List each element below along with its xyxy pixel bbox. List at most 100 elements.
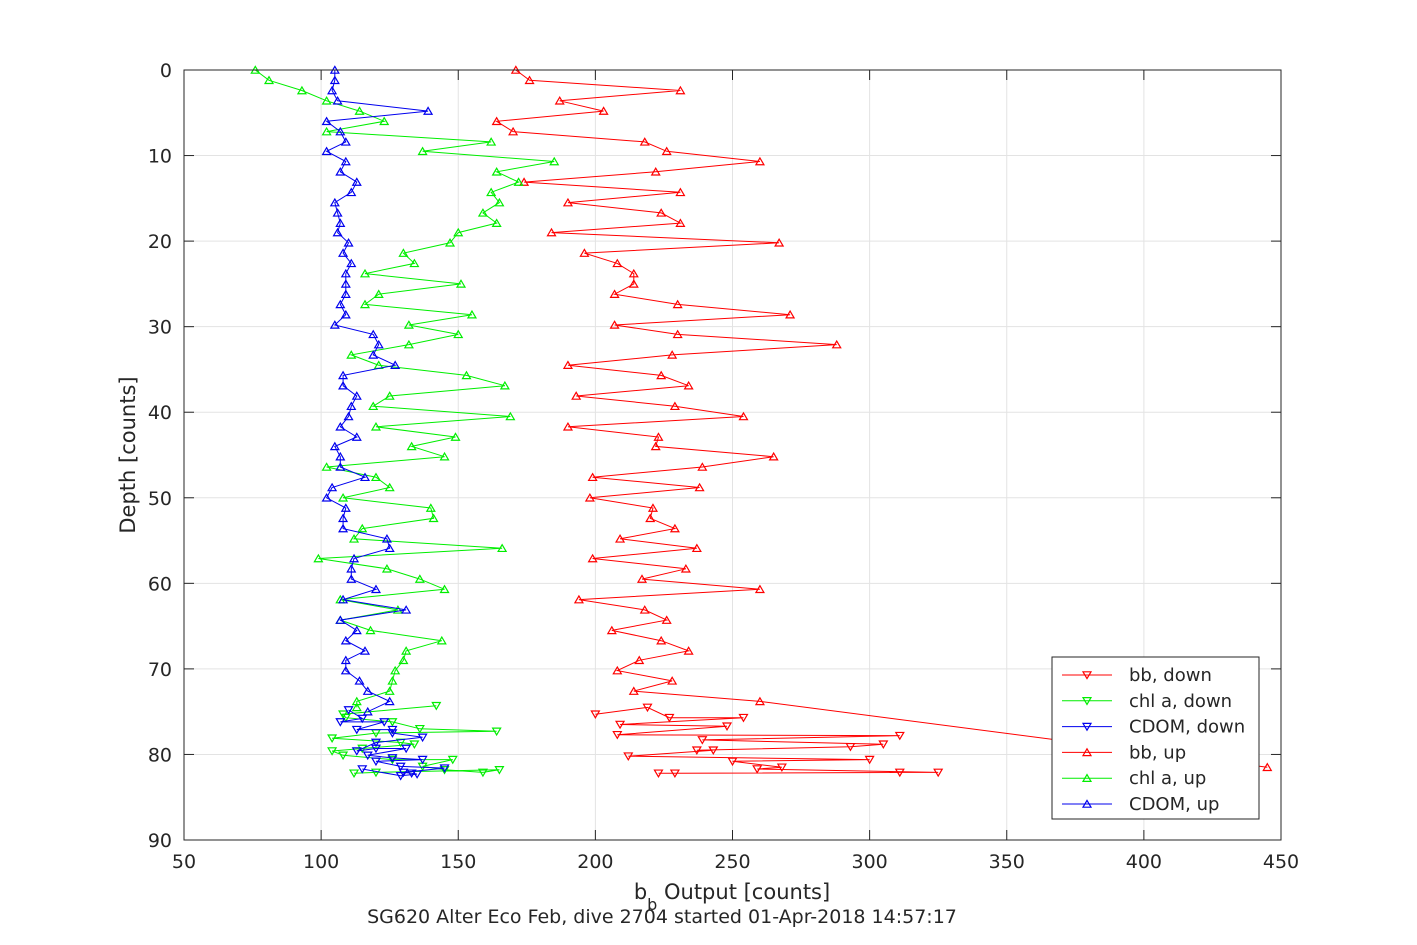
data-point-marker	[321, 146, 332, 156]
data-point-marker	[359, 646, 371, 655]
data-point-marker	[428, 513, 439, 523]
data-point-marker	[477, 768, 488, 778]
data-point-marker	[656, 370, 667, 380]
data-point-marker	[359, 472, 371, 482]
data-point-marker	[425, 503, 436, 512]
data-point-marker	[477, 208, 488, 217]
y-tick-label: 70	[148, 659, 172, 681]
data-point-marker	[343, 411, 354, 421]
data-point-marker	[656, 635, 667, 645]
series-cdom-up	[321, 65, 434, 716]
data-point-marker	[338, 492, 349, 502]
y-tick-label: 50	[148, 488, 172, 510]
data-point-marker	[384, 696, 395, 706]
data-point-marker	[691, 543, 702, 553]
data-point-marker	[379, 116, 390, 126]
x-axis-label: bb Output [counts]	[634, 880, 830, 914]
data-point-marker	[461, 370, 472, 380]
data-point-marker	[351, 432, 362, 441]
data-point-marker	[381, 534, 392, 543]
data-point-marker	[357, 523, 368, 533]
data-point-marker	[395, 772, 406, 781]
data-point-marker	[351, 177, 362, 186]
data-point-marker	[387, 676, 398, 685]
data-point-marker	[639, 605, 650, 614]
data-point-marker	[864, 755, 875, 765]
data-point-marker	[327, 482, 338, 492]
data-point-marker	[494, 197, 505, 207]
data-point-marker	[609, 320, 620, 329]
data-point-marker	[398, 655, 409, 665]
data-point-marker	[327, 734, 338, 743]
data-point-marker	[335, 218, 346, 227]
data-point-marker	[359, 268, 371, 278]
legend-label: CDOM, up	[1129, 794, 1219, 815]
data-point-marker	[697, 462, 708, 471]
data-point-marker	[401, 605, 412, 614]
data-point-marker	[894, 768, 905, 778]
data-point-marker	[831, 339, 842, 349]
data-point-marker	[615, 720, 626, 730]
data-point-marker	[327, 747, 338, 756]
data-point-marker	[894, 731, 905, 741]
legend-item: bb, up	[1062, 742, 1186, 763]
data-point-marker	[738, 411, 749, 421]
data-point-marker	[329, 75, 340, 85]
x-axis-label-main: b	[634, 880, 647, 904]
data-point-marker	[387, 754, 398, 763]
data-point-marker	[571, 391, 582, 400]
data-point-marker	[403, 320, 414, 329]
data-point-marker	[612, 730, 623, 740]
data-point-marker	[384, 543, 395, 553]
data-point-marker	[340, 137, 351, 146]
data-point-marker	[634, 655, 645, 665]
dive-caption: SG620 Alter Eco Feb, dive 2704 started 0…	[367, 906, 957, 928]
data-point-marker	[738, 713, 749, 723]
y-tick-label: 40	[148, 402, 172, 424]
data-point-marker	[321, 116, 332, 126]
data-point-marker	[653, 769, 664, 779]
data-point-marker	[669, 523, 680, 533]
data-point-marker	[343, 706, 354, 715]
data-point-marker	[332, 96, 343, 105]
data-point-marker	[340, 268, 351, 278]
data-point-marker	[683, 646, 694, 655]
data-point-marker	[417, 755, 428, 765]
x-tick-label: 400	[1126, 851, 1162, 873]
data-point-marker	[669, 401, 680, 411]
x-tick-label: 350	[989, 851, 1025, 873]
data-point-marker	[584, 492, 595, 502]
data-point-marker	[381, 564, 392, 573]
x-tick-label: 300	[851, 851, 887, 873]
data-point-marker	[609, 289, 620, 298]
x-tick-label: 50	[172, 851, 196, 873]
data-point-marker	[321, 126, 332, 136]
data-point-marker	[439, 764, 450, 773]
data-point-marker	[379, 718, 390, 727]
data-point-marker	[321, 96, 332, 105]
series-line	[325, 70, 429, 713]
data-point-marker	[362, 751, 373, 761]
data-point-marker	[669, 769, 680, 779]
y-tick-label: 0	[160, 60, 172, 82]
data-point-marker	[351, 702, 362, 712]
data-point-marker	[412, 770, 423, 779]
data-point-marker	[403, 339, 414, 349]
data-point-marker	[439, 584, 450, 594]
legend-label: bb, up	[1129, 742, 1186, 763]
data-point-marker	[387, 718, 398, 727]
data-point-marker	[296, 85, 307, 95]
data-point-marker	[590, 710, 601, 720]
legend-item: bb, down	[1062, 665, 1212, 686]
data-point-marker	[351, 391, 362, 400]
data-point-marker	[370, 738, 382, 748]
data-point-marker	[486, 187, 497, 197]
data-point-marker	[340, 309, 351, 319]
data-point-marker	[447, 755, 458, 765]
data-point-marker	[546, 227, 557, 237]
data-point-marker	[491, 116, 502, 126]
data-point-marker	[351, 747, 362, 756]
data-point-marker	[327, 85, 338, 95]
data-point-marker	[776, 763, 787, 773]
data-point-marker	[346, 564, 357, 573]
